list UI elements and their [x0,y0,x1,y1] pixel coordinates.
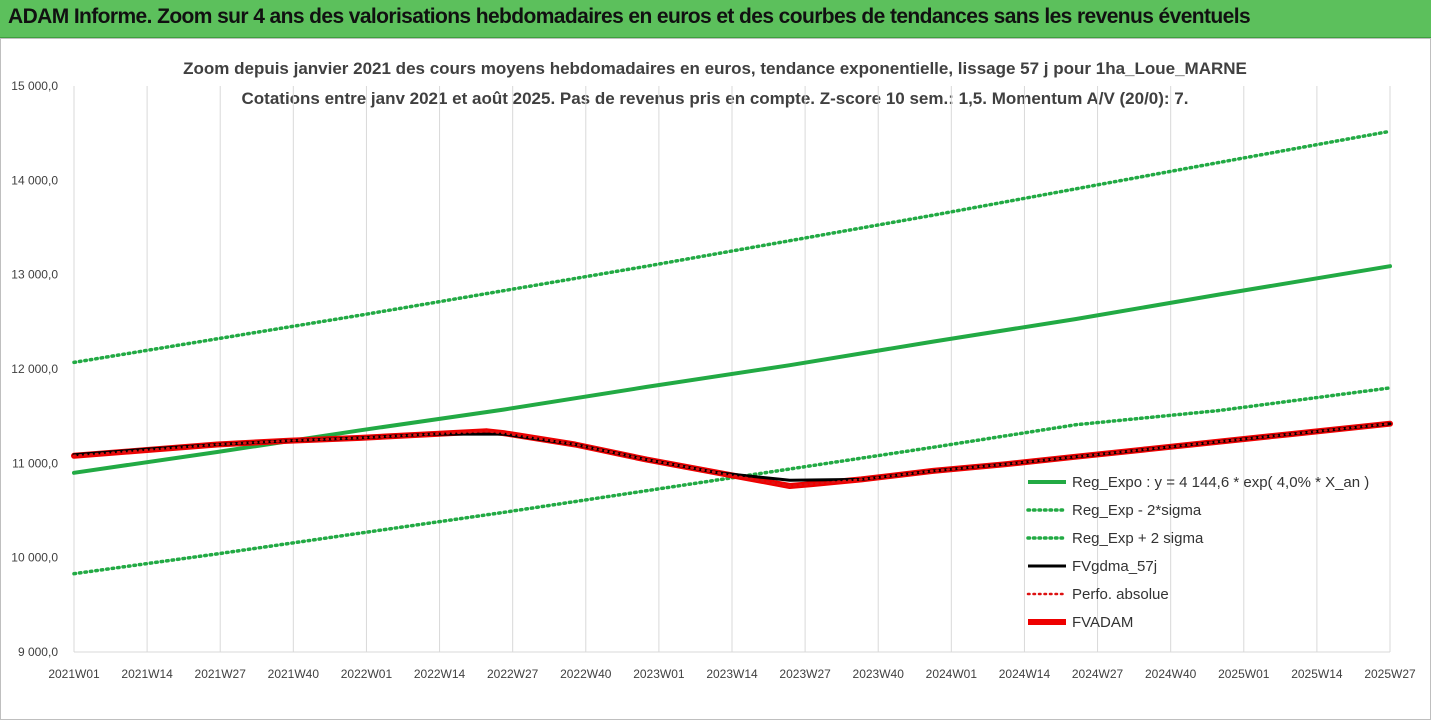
legend-label: FVgdma_57j [1072,558,1157,575]
y-tick-label: 12 000,0 [11,362,58,376]
legend-label: Reg_Exp - 2*sigma [1072,502,1202,519]
series-line-1 [72,386,1392,576]
x-tick-label: 2022W01 [341,667,393,681]
x-tick-label: 2023W14 [706,667,758,681]
x-tick-label: 2025W14 [1291,667,1343,681]
x-tick-label: 2024W01 [926,667,978,681]
y-tick-label: 14 000,0 [11,173,58,187]
x-tick-label: 2024W40 [1145,667,1197,681]
series-line-4 [72,422,1392,488]
x-tick-label: 2022W27 [487,667,539,681]
x-tick-label: 2025W01 [1218,667,1270,681]
y-tick-label: 9 000,0 [18,645,58,659]
y-tick-label: 13 000,0 [11,268,58,282]
report-banner-title: ADAM Informe. Zoom sur 4 ans des valoris… [8,5,1251,28]
y-tick-label: 10 000,0 [11,551,58,565]
chart-subtitle: Cotations entre janv 2021 et août 2025. … [242,89,1189,108]
x-tick-label: 2022W40 [560,667,612,681]
x-tick-label: 2024W14 [999,667,1051,681]
x-tick-label: 2023W27 [779,667,831,681]
legend-label: Perfo. absolue [1072,586,1169,603]
x-tick-label: 2024W27 [1072,667,1124,681]
x-tick-label: 2023W40 [853,667,905,681]
x-tick-label: 2021W27 [195,667,247,681]
x-tick-label: 2023W01 [633,667,685,681]
legend-label: Reg_Exp + 2 sigma [1072,530,1204,547]
x-tick-label: 2025W27 [1364,667,1416,681]
x-tick-label: 2022W14 [414,667,466,681]
y-tick-label: 11 000,0 [12,456,58,470]
chart-area: Zoom depuis janvier 2021 des cours moyen… [11,59,1416,681]
x-tick-label: 2021W40 [268,667,320,681]
y-tick-label: 15 000,0 [11,79,58,93]
legend-label: Reg_Expo : y = 4 144,6 * exp( 4,0% * X_a… [1072,474,1369,491]
legend-label: FVADAM [1072,614,1133,631]
chart-title: Zoom depuis janvier 2021 des cours moyen… [183,59,1247,78]
series-line-2 [72,129,1392,365]
report-banner: ADAM Informe. Zoom sur 4 ans des valoris… [0,0,1431,38]
x-tick-label: 2021W14 [121,667,173,681]
x-tick-label: 2021W01 [48,667,100,681]
